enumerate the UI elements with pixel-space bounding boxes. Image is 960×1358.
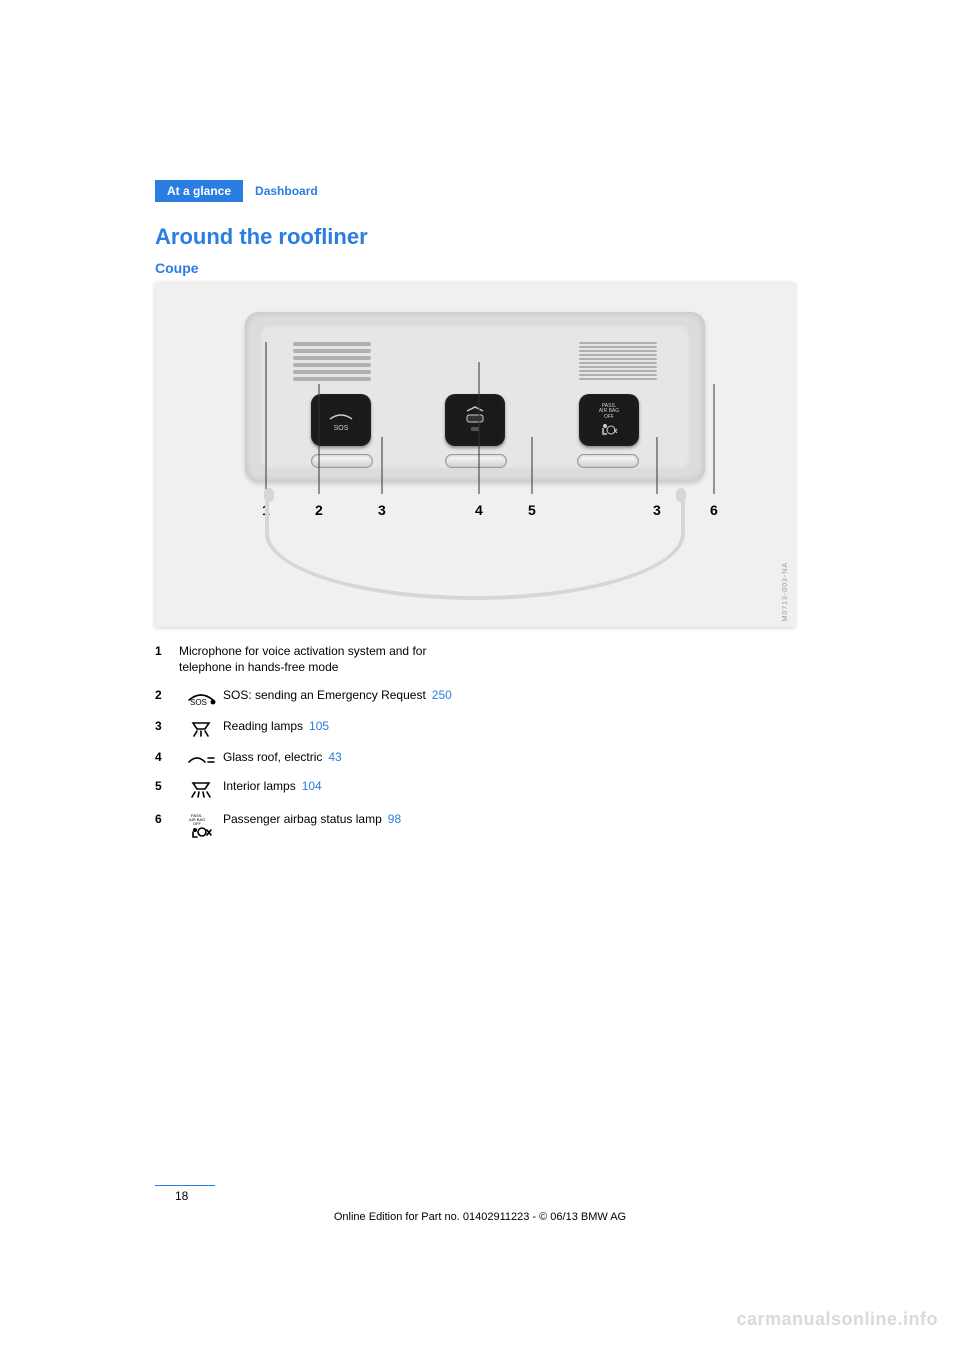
page-number-rule [155,1185,215,1186]
legend-number: 2 [155,687,179,703]
airbag-icon: PASS.AIR BAGOFF [179,811,223,838]
page-ref-link[interactable]: 98 [388,812,401,826]
watermark: carmanualsonline.info [736,1309,938,1330]
legend-item-1: 1Microphone for voice activation system … [155,643,815,675]
legend-item-4: 4 Glass roof, electric43 [155,749,815,766]
roof-icon [179,749,223,766]
legend-text: Microphone for voice activation system a… [179,643,439,675]
legend-text: Passenger airbag status lamp98 [223,811,401,827]
legend-item-5: 5 Interior lamps104 [155,778,815,799]
legend-text: SOS: sending an Emergency Request250 [223,687,452,703]
page-number: 18 [175,1189,188,1203]
roofliner-diagram: SOS PASS.AIR BAGOFF [155,282,795,627]
reading-lamp-right-icon [577,454,639,468]
sos-icon: SOS [179,687,223,706]
legend-text: Interior lamps104 [223,778,322,794]
page-ref-link[interactable]: 250 [432,688,452,702]
microphone-vent-icon [293,342,371,384]
callout-6: 6 [710,502,718,518]
legend-item-6: 6PASS.AIR BAGOFFPassenger airbag status … [155,811,815,838]
legend-text: Reading lamps105 [223,718,329,734]
legend-item-2: 2 SOS SOS: sending an Emergency Request250 [155,687,815,706]
legend-number: 4 [155,749,179,765]
grab-handle-icon [265,500,685,600]
legend-number: 6 [155,811,179,827]
reading-lamp-left-icon [311,454,373,468]
legend-item-3: 3 Reading lamps105 [155,718,815,737]
legend-number: 5 [155,778,179,794]
page-ref-link[interactable]: 105 [309,719,329,733]
speaker-vent-icon [579,342,657,384]
legend-number: 3 [155,718,179,734]
tab-dashboard[interactable]: Dashboard [243,180,330,202]
svg-text:OFF: OFF [193,821,202,826]
page-ref-link[interactable]: 104 [302,779,322,793]
footer-text: Online Edition for Part no. 01402911223 … [0,1211,960,1223]
interior-lamp-icon [445,454,507,468]
legend-text: Glass roof, electric43 [223,749,342,765]
section-subtitle: Coupe [155,260,815,276]
page-title: Around the roofliner [155,224,815,250]
image-code: M0713-003-NA [782,562,789,621]
airbag-status-button-icon: PASS.AIR BAGOFF [579,394,639,446]
svg-text:SOS: SOS [190,698,207,706]
page-ref-link[interactable]: 43 [328,750,341,764]
tab-at-a-glance[interactable]: At a glance [155,180,243,202]
reading-icon [179,718,223,737]
interior-icon [179,778,223,799]
legend-number: 1 [155,643,179,659]
sos-button-icon: SOS [311,394,371,446]
glass-roof-button-icon [445,394,505,446]
